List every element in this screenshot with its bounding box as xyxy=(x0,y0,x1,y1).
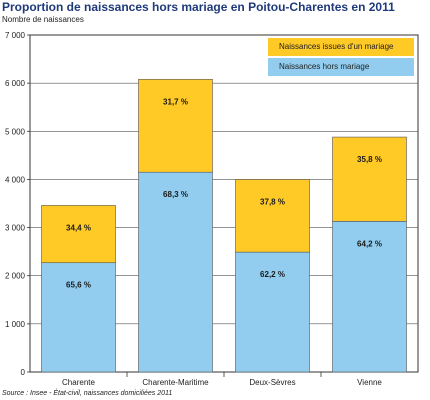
data-label: 34,4 % xyxy=(66,223,91,232)
y-axis-ticks: 0 1 000 2 000 3 000 4 000 5 000 6 000 7 000 xyxy=(5,31,30,377)
chart-title: Proportion de naissances hors mariage en… xyxy=(2,0,395,14)
y-tick-label: 4 000 xyxy=(5,175,26,184)
bars: 65,6 % 34,4 % 68,3 % 31,7 % 62,2 % 37,8 % 64,2… xyxy=(41,78,407,373)
data-label: 37,8 % xyxy=(260,197,285,206)
bar-segment-hors-mariage xyxy=(235,251,310,373)
data-label: 68,3 % xyxy=(163,190,188,199)
data-label: 64,2 % xyxy=(357,239,382,248)
legend-swatch xyxy=(268,58,414,76)
y-tick-label: 0 xyxy=(21,368,26,377)
data-label: 35,8 % xyxy=(357,155,382,164)
bar-segment-mariage xyxy=(332,136,407,222)
data-label: 65,6 % xyxy=(66,281,91,290)
source-note: Source : Insee - État-civil, naissances … xyxy=(2,390,173,397)
x-category-label: Charente xyxy=(62,378,95,387)
legend-label: Naissances issues d'un mariage xyxy=(279,42,394,51)
bar-segment-hors-mariage xyxy=(41,262,116,373)
y-tick-label: 3 000 xyxy=(5,224,26,233)
bar-segment-mariage xyxy=(138,78,213,173)
bar-segment-mariage xyxy=(235,179,310,253)
legend-label: Naissances hors mariage xyxy=(279,62,370,71)
bar-segment-mariage xyxy=(41,205,116,264)
data-label: 31,7 % xyxy=(163,97,188,106)
x-category-label: Deux-Sèvres xyxy=(249,378,295,387)
x-axis-categories: Charente Charente-Maritime Deux-Sèvres Vien… xyxy=(62,372,382,387)
x-category-label: Vienne xyxy=(357,378,382,387)
y-tick-label: 2 000 xyxy=(5,272,26,281)
legend-swatch xyxy=(268,38,414,56)
y-tick-label: 1 000 xyxy=(5,320,26,329)
y-tick-label: 7 000 xyxy=(5,31,26,40)
y-axis-label: Nombre de naissances xyxy=(2,15,84,24)
y-tick-label: 5 000 xyxy=(5,127,26,136)
y-tick-label: 6 000 xyxy=(5,79,26,88)
legend: Naissances issues d'un mariage Naissances… xyxy=(267,36,415,80)
bar-segment-hors-mariage xyxy=(138,171,213,373)
bar-segment-hors-mariage xyxy=(332,221,407,373)
x-category-label: Charente-Maritime xyxy=(142,378,209,387)
data-label: 62,2 % xyxy=(260,270,285,279)
